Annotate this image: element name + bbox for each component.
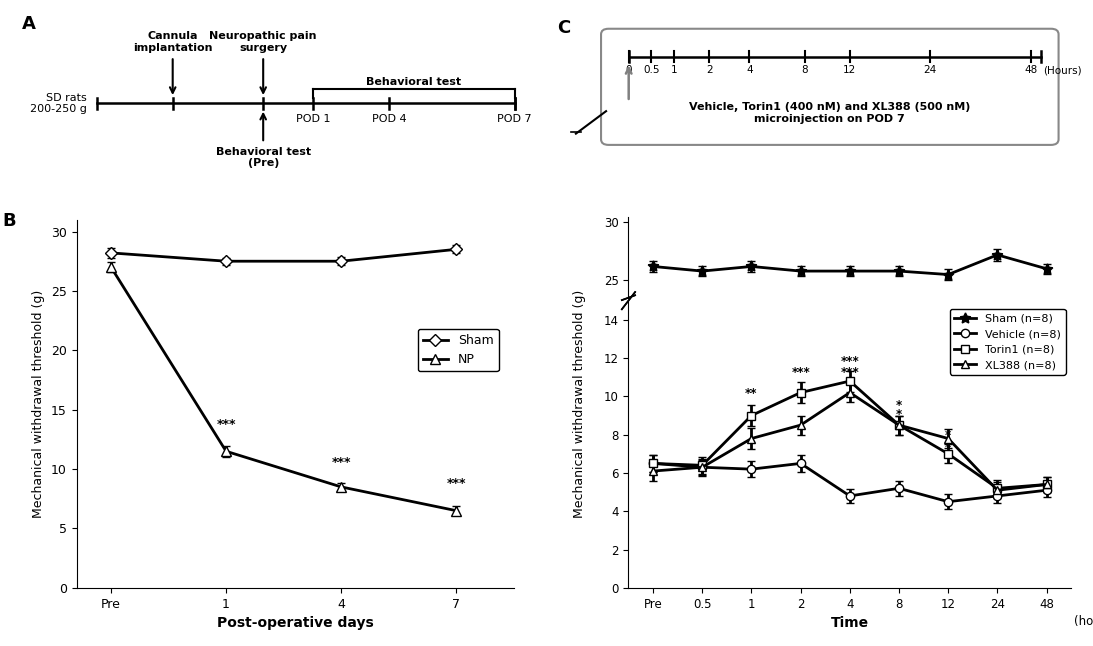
- Text: *: *: [945, 430, 951, 443]
- FancyBboxPatch shape: [601, 28, 1058, 145]
- Text: POD 4: POD 4: [372, 114, 407, 124]
- Legend: Sham, NP: Sham, NP: [418, 329, 498, 371]
- Text: ***: ***: [791, 366, 810, 379]
- Text: *: *: [896, 408, 902, 421]
- Text: Behavioral test: Behavioral test: [366, 77, 461, 87]
- Text: (Hours): (Hours): [1044, 65, 1082, 75]
- X-axis label: Post-operative days: Post-operative days: [216, 616, 374, 630]
- Text: 1: 1: [671, 65, 678, 75]
- Text: ***: ***: [841, 366, 859, 379]
- Text: ***: ***: [331, 456, 351, 469]
- Text: *: *: [945, 441, 951, 454]
- Text: 0.5: 0.5: [643, 65, 659, 75]
- Text: C: C: [557, 19, 571, 37]
- Text: ***: ***: [446, 477, 466, 490]
- Text: 48: 48: [1024, 65, 1037, 75]
- Text: 12: 12: [844, 65, 857, 75]
- Text: **: **: [745, 387, 757, 401]
- Text: POD 1: POD 1: [296, 114, 331, 124]
- Text: Neuropathic pain
surgery: Neuropathic pain surgery: [210, 31, 317, 53]
- Text: 2: 2: [706, 65, 713, 75]
- Text: 4: 4: [747, 65, 753, 75]
- Legend: Sham (n=8), Vehicle (n=8), Torin1 (n=8), XL388 (n=8): Sham (n=8), Vehicle (n=8), Torin1 (n=8),…: [950, 309, 1066, 375]
- Y-axis label: Mechanical withdrawal threshold (g): Mechanical withdrawal threshold (g): [33, 289, 45, 518]
- Text: Vehicle, Torin1 (400 nM) and XL388 (500 nM)
microinjection on POD 7: Vehicle, Torin1 (400 nM) and XL388 (500 …: [689, 102, 971, 124]
- Text: A: A: [22, 15, 36, 33]
- Text: (hours): (hours): [1073, 614, 1093, 628]
- Text: Behavioral test
(Pre): Behavioral test (Pre): [215, 147, 310, 169]
- Text: 24: 24: [924, 65, 937, 75]
- Text: Cannula
implantation: Cannula implantation: [133, 31, 212, 53]
- Text: 8: 8: [801, 65, 808, 75]
- Text: POD 7: POD 7: [497, 114, 532, 124]
- Text: *: *: [896, 399, 902, 412]
- Text: 0: 0: [625, 65, 632, 75]
- Text: SD rats
200-250 g: SD rats 200-250 g: [31, 92, 87, 114]
- Text: ***: ***: [216, 418, 236, 431]
- X-axis label: Time: Time: [831, 616, 869, 630]
- Text: B: B: [2, 213, 15, 230]
- Text: Mechanical withdrawal threshold (g): Mechanical withdrawal threshold (g): [573, 289, 586, 518]
- Text: ***: ***: [841, 355, 859, 368]
